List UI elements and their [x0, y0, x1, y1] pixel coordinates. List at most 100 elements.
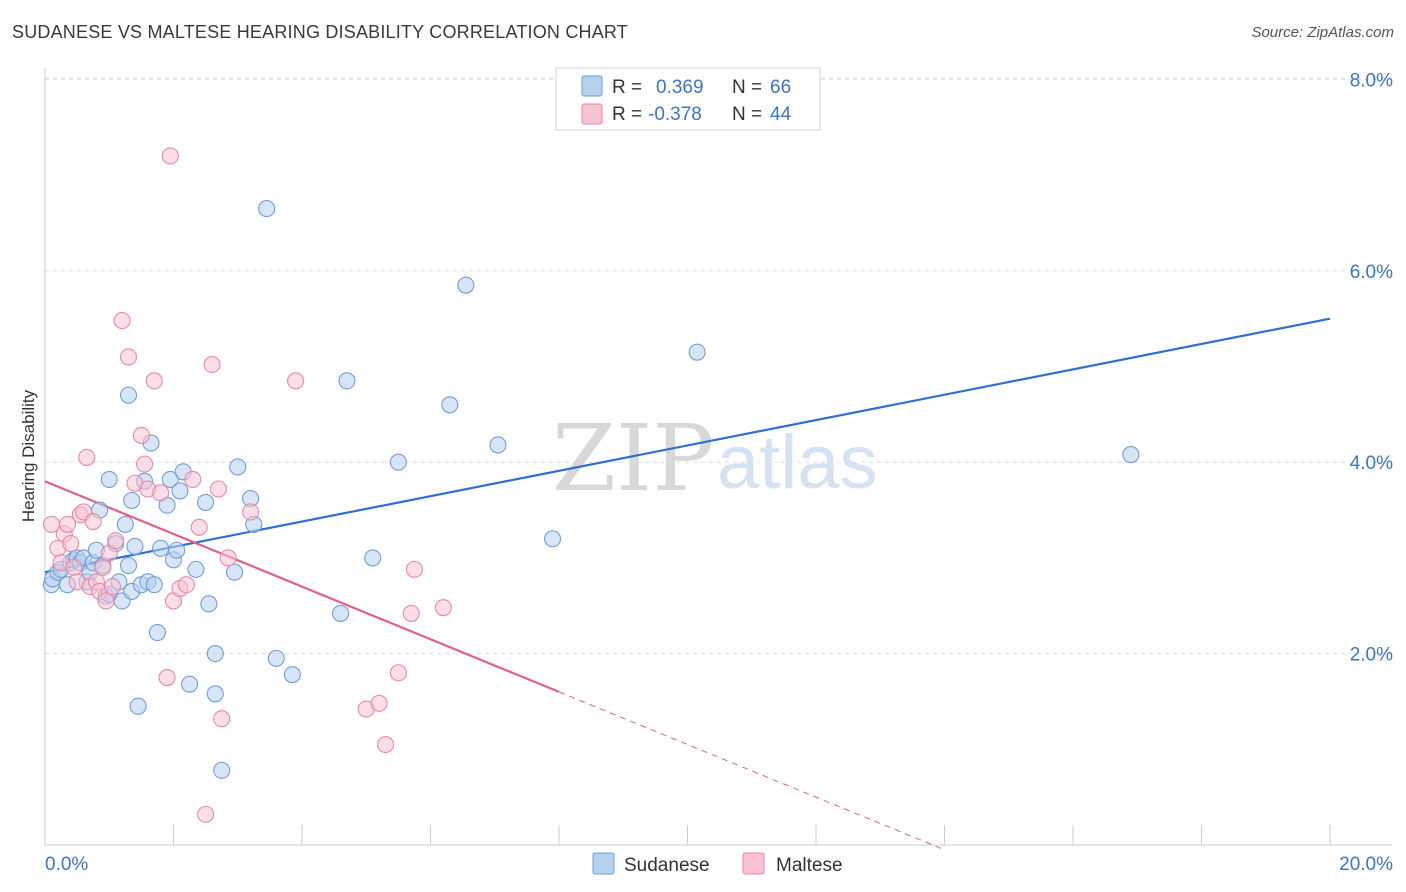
watermark-zip: ZIP: [552, 405, 714, 512]
point-maltese: [78, 448, 96, 466]
point-sudanese: [213, 761, 231, 779]
point-maltese: [119, 348, 138, 366]
point-sudanese: [126, 537, 144, 555]
point-sudanese: [206, 645, 224, 663]
watermark-atlas: atlas: [717, 420, 878, 505]
stats-n-value-maltese: 44: [770, 104, 792, 125]
point-maltese: [389, 664, 407, 682]
point-sudanese: [283, 666, 301, 684]
point-sudanese: [100, 470, 118, 488]
point-maltese: [136, 455, 154, 473]
chart-title: SUDANESE VS MALTESE HEARING DISABILITY C…: [12, 22, 629, 42]
point-sudanese: [338, 372, 356, 390]
point-maltese: [402, 604, 420, 622]
point-sudanese: [168, 541, 186, 559]
axes: [44, 68, 1392, 846]
watermark: ZIP atlas: [552, 405, 878, 512]
point-sudanese: [688, 343, 706, 361]
point-sudanese: [197, 493, 215, 511]
point-maltese: [190, 518, 208, 536]
point-maltese: [287, 372, 305, 390]
point-sudanese: [457, 276, 475, 294]
point-sudanese: [206, 685, 224, 703]
point-sudanese: [116, 515, 134, 533]
point-sudanese: [129, 697, 147, 715]
point-maltese: [97, 592, 115, 610]
point-sudanese: [171, 482, 189, 500]
point-sudanese: [148, 623, 166, 642]
point-sudanese: [119, 386, 138, 404]
stats-swatch-maltese: [581, 103, 603, 125]
trend-lines: [44, 317, 1331, 851]
point-maltese: [213, 710, 231, 728]
point-maltese: [184, 470, 202, 488]
stats-n-label-sudanese: N =: [732, 77, 762, 98]
point-sudanese: [181, 675, 199, 693]
point-sudanese: [200, 595, 218, 613]
trend-line-maltese: [44, 480, 560, 693]
legend: Sudanese Maltese: [592, 852, 843, 876]
grid-lines: [45, 77, 1392, 655]
legend-swatch-sudanese: [592, 852, 615, 875]
point-sudanese: [119, 557, 138, 575]
point-sudanese: [389, 453, 407, 471]
data-points: [42, 147, 1140, 823]
stats-n-value-sudanese: 66: [770, 77, 791, 98]
point-maltese: [370, 694, 388, 712]
point-maltese: [103, 578, 122, 596]
point-maltese: [434, 599, 452, 617]
point-sudanese: [1122, 445, 1140, 464]
point-sudanese: [544, 530, 562, 548]
point-sudanese: [145, 576, 163, 594]
point-sudanese: [152, 539, 170, 557]
point-sudanese: [123, 491, 141, 510]
point-maltese: [113, 312, 131, 330]
y-axis-label: Hearing Disability: [19, 389, 38, 522]
stats-r-value-sudanese: 0.369: [656, 77, 704, 98]
point-maltese: [219, 549, 237, 567]
legend-label-sudanese: Sudanese: [624, 855, 710, 876]
point-maltese: [107, 532, 125, 550]
point-maltese: [405, 560, 423, 578]
y-tick-label: 6.0%: [1350, 262, 1393, 283]
point-maltese: [209, 480, 228, 498]
point-maltese: [203, 356, 221, 374]
point-sudanese: [364, 549, 382, 567]
source-label: Source: ZipAtlas.com: [1251, 24, 1394, 41]
point-sudanese: [161, 470, 179, 488]
legend-swatch-maltese: [742, 852, 765, 875]
y-tick-label: 2.0%: [1350, 645, 1393, 666]
point-maltese: [242, 503, 260, 521]
stats-swatch-sudanese: [581, 75, 603, 97]
point-sudanese: [225, 563, 244, 581]
stats-r-value-maltese: -0.378: [648, 104, 702, 125]
point-sudanese: [258, 200, 276, 218]
trend-line-sudanese: [44, 317, 1331, 574]
point-maltese: [161, 147, 179, 165]
x-tick-label: 20.0%: [1339, 854, 1393, 875]
point-maltese: [65, 558, 83, 577]
point-maltese: [132, 426, 150, 444]
point-sudanese: [229, 458, 247, 476]
stats-n-label-maltese: N =: [732, 104, 762, 125]
point-maltese: [177, 576, 195, 594]
point-sudanese: [267, 649, 285, 667]
y-tick-label: 8.0%: [1350, 70, 1393, 91]
trend-line-maltese-extension: [558, 691, 945, 851]
point-maltese: [84, 512, 102, 531]
legend-label-maltese: Maltese: [776, 855, 843, 876]
x-tick-label: 0.0%: [45, 854, 88, 875]
point-maltese: [94, 558, 112, 577]
stats-r-label-maltese: R =: [612, 104, 642, 125]
point-maltese: [58, 515, 77, 533]
y-tick-label: 4.0%: [1350, 453, 1393, 474]
point-maltese: [145, 372, 163, 390]
tick-labels: 2.0% 4.0% 6.0% 8.0% 0.0% 20.0%: [45, 70, 1393, 875]
point-sudanese: [441, 396, 459, 414]
point-maltese: [152, 484, 170, 502]
point-maltese: [158, 668, 176, 687]
stats-box: R = 0.369 N = 66 R = -0.378 N = 44: [555, 67, 821, 131]
point-sudanese: [331, 604, 350, 622]
point-sudanese: [187, 560, 205, 578]
